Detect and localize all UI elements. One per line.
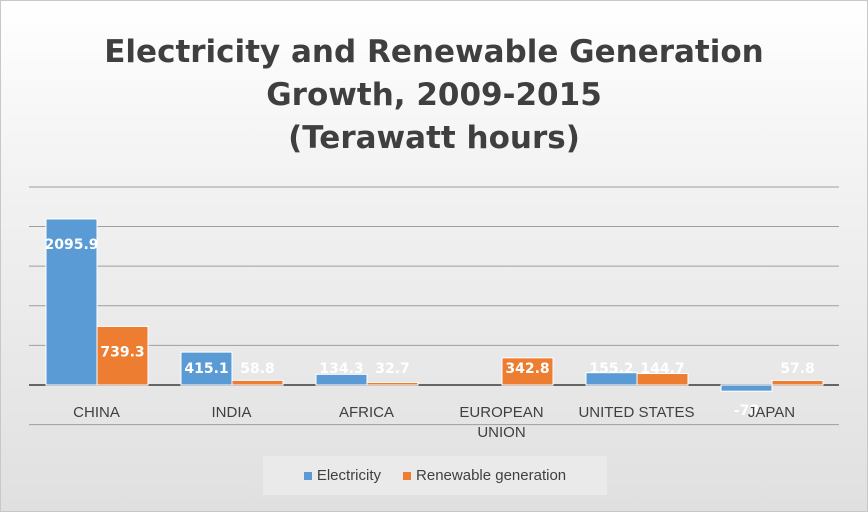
data-label: 739.3 [100,344,144,360]
bar-electricity-1 [180,351,233,386]
category-label: UNION [477,424,525,441]
chart-title-line-1: Electricity and Renewable Generation [104,34,764,70]
bar-renewable-3 [501,357,554,386]
bar-electricity-2 [315,373,368,386]
category-label: CHINA [73,404,120,421]
data-label: 2095.9 [44,237,98,253]
chart-title-line-3: (Terawatt hours) [288,120,580,156]
category-label: EUROPEAN [459,404,543,421]
data-label: 155.2 [589,361,633,377]
category-label: INDIA [211,404,251,421]
bar-electricity-5 [720,384,773,392]
data-label: 415.1 [184,361,228,377]
category-label: UNITED STATES [578,404,694,421]
data-label: 58.8 [240,361,275,377]
bar-electricity-0 [45,218,98,386]
data-label: 134.3 [319,361,363,377]
bar-renewable-5 [771,379,824,386]
chart-title-line-2: Growth, 2009-2015 [266,77,602,113]
legend-swatch-electricity [303,471,312,480]
bar-renewable-1 [231,379,284,386]
data-label: 144.7 [640,361,684,377]
data-label: 57.8 [780,361,815,377]
data-label: 342.8 [505,361,549,377]
category-label: AFRICA [339,404,394,421]
data-label: 32.7 [375,361,410,377]
data-label: -78 [734,403,759,419]
legend-item-renewable: Renewable generation [403,467,566,484]
chart-title: Electricity and Renewable Generation Gro… [1,31,867,160]
legend-item-electricity: Electricity [303,467,382,484]
bar-renewable-0 [96,325,149,386]
bar-renewable-4 [636,373,689,386]
legend-label-renewable: Renewable generation [416,467,567,484]
bar-renewable-2 [366,381,419,386]
category-label: JAPAN [748,404,795,421]
legend-label-electricity: Electricity [316,467,382,484]
legend: Electricity Renewable generation [263,456,607,495]
legend-swatch-renewable [403,471,412,480]
